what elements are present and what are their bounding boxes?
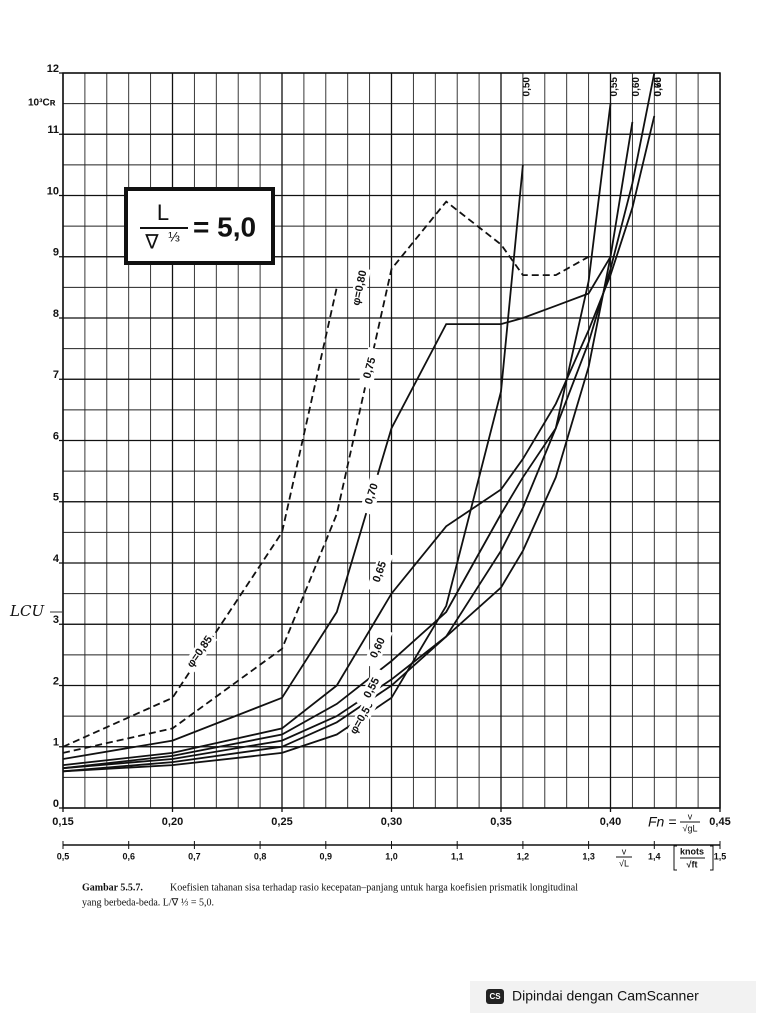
x2-tick-label: 0,7 [188, 851, 201, 861]
x-tick-label: 0,15 [52, 816, 73, 828]
x-tick-label: 0,40 [600, 816, 621, 828]
y-tick-label: 0 [53, 798, 59, 810]
curve-label-bg [348, 266, 372, 310]
curve [63, 115, 656, 766]
y-tick-label: 7 [53, 369, 59, 381]
curve-label-bg [363, 626, 393, 670]
y-tick-label: 3 [53, 614, 59, 626]
y-tick-label: 8 [53, 308, 59, 320]
fn-numerator: v [688, 811, 693, 821]
unit-numerator: knots [680, 846, 704, 856]
y-tick-label: 1 [53, 737, 59, 749]
x2-tick-label: 1,5 [714, 851, 727, 861]
x2-tick-label: 1,2 [517, 851, 530, 861]
x2-tick-label: 1,1 [451, 851, 464, 861]
curve-label-bg [356, 667, 388, 709]
x-tick-label: 0,45 [709, 816, 730, 828]
x-tick-label: 0,30 [381, 816, 402, 828]
x2-tick-label: 0,8 [254, 851, 267, 861]
y-tick-label: 2 [53, 675, 59, 687]
y-axis-label: 10³Cʀ [28, 98, 56, 109]
curve [63, 200, 590, 754]
curve [63, 287, 338, 748]
caption-line2: yang berbeda-beda. L/∇ ⅓ = 5,0. [82, 897, 214, 908]
secondary-axis: 0,5 0,6 0,7 0,8 0,9 1,0 1,1 1,2 1,3 1,4 1,5 [57, 841, 727, 861]
watermark-box [470, 981, 756, 1013]
series-name: 0,60 [631, 77, 642, 97]
y-tick-label: 10 [47, 185, 59, 197]
fn-denominator: √gL [683, 823, 698, 833]
y-tick-label: 6 [53, 430, 59, 442]
series-name: 0,65 [653, 77, 664, 97]
curve-label-bg [359, 472, 385, 516]
annotation-exponent: ⅓ [168, 229, 180, 245]
annotation-box [124, 187, 275, 265]
series-name: 0,55 [609, 77, 620, 97]
x-tick-label: 0,25 [271, 816, 292, 828]
x-tick-label: 0,35 [490, 816, 511, 828]
y-tick-label: 12 [47, 63, 59, 75]
handwritten-note: LCU [9, 602, 45, 620]
curve-label-bg [345, 697, 379, 739]
curve [63, 73, 656, 770]
x2-tick-label: 0,9 [320, 851, 333, 861]
v-denominator: √L [619, 858, 629, 868]
curve-label-bg [182, 631, 218, 673]
annotation-denominator: ∇ [144, 231, 159, 253]
watermark-text: Dipindai dengan CamScanner [512, 988, 699, 1004]
unit-denominator: √ft [687, 859, 698, 869]
y-tick-label: 5 [53, 492, 59, 504]
y-tick-label: 4 [53, 553, 60, 565]
y-tick-label: 9 [53, 247, 59, 259]
unit-brackets [673, 845, 714, 871]
x-tick-label: 0,20 [162, 816, 183, 828]
annotation-value: = 5,0 [193, 211, 256, 242]
series-name: 0,50 [522, 77, 533, 97]
curve-label-bg [366, 550, 394, 594]
caption-label: Gambar 5.5.7. [82, 882, 143, 893]
x2-tick-label: 0,5 [57, 851, 70, 861]
v-numerator: v [622, 846, 627, 856]
watermark-icon: CS [489, 992, 501, 1001]
fn-symbol: Fn = [648, 814, 676, 830]
x2-tick-label: 0,6 [122, 851, 135, 861]
curve [63, 121, 634, 770]
curve-label-bg [358, 346, 382, 390]
x2-tick-label: 1,0 [385, 851, 398, 861]
x2-tick-label: 1,3 [582, 851, 595, 861]
annotation-numerator: L [157, 200, 169, 225]
y-tick-label: 11 [47, 124, 59, 136]
series-name: 0,70 [653, 77, 664, 97]
caption-line1: Koefisien tahanan sisa terhadap rasio ke… [170, 882, 578, 893]
plot-frame [62, 72, 721, 809]
x2-tick-label: 1,4 [648, 851, 661, 861]
curve-label: 0,75 [361, 356, 378, 380]
watermark-icon-bg [486, 989, 504, 1004]
curve [63, 256, 612, 760]
